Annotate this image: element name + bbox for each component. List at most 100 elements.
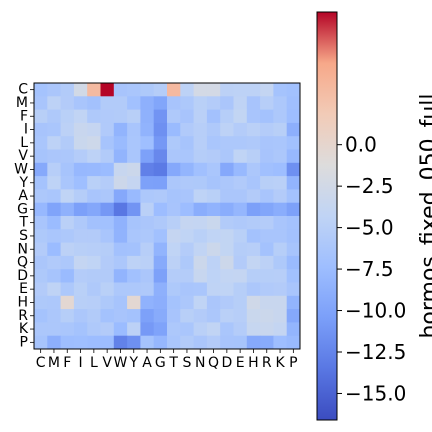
heatmap-cell-G-K	[273, 202, 288, 217]
row-label-Y: Y	[18, 175, 28, 191]
heatmap-cell-V-C	[34, 149, 48, 164]
colorbar-tick-label: −12.5	[345, 340, 406, 364]
heatmap-cell-P-N	[193, 335, 208, 350]
heatmap-cell-S-N	[193, 229, 208, 243]
heatmap-cell-C-Q	[206, 83, 221, 97]
heatmap-cell-P-A	[140, 335, 155, 350]
heatmap-cell-A-T	[167, 189, 181, 204]
col-label-I: I	[78, 355, 82, 371]
heatmap-cell-L-S	[180, 136, 194, 150]
colorbar-tick-label: −2.5	[345, 174, 394, 198]
heatmap-cell-A-H	[246, 189, 261, 204]
heatmap-cell-W-V	[100, 162, 115, 177]
heatmap-cell-D-L	[87, 269, 101, 283]
heatmap-cell-Q-N	[193, 255, 208, 270]
heatmap-cell-H-F	[60, 295, 75, 310]
heatmap-cell-G-I	[73, 202, 88, 217]
heatmap-cell-I-M	[47, 122, 61, 137]
heatmap-cell-I-W	[113, 122, 128, 137]
heatmap-cell-P-Q	[206, 335, 221, 350]
heatmap-cell-K-A	[140, 322, 155, 337]
heatmap-cell-E-R	[260, 282, 274, 297]
heatmap-cell-Y-C	[34, 176, 48, 190]
heatmap-cell-A-D	[220, 189, 234, 204]
heatmap-cell-S-Y	[127, 229, 141, 243]
heatmap-cell-R-G	[153, 309, 168, 323]
heatmap-cell-F-N	[193, 109, 208, 124]
heatmap-cell-F-I	[73, 109, 88, 124]
heatmap-cell-N-I	[73, 242, 88, 257]
heatmap-cell-R-D	[220, 309, 234, 323]
col-label-M: M	[48, 355, 60, 371]
heatmap-cell-M-M	[47, 96, 61, 110]
heatmap-cell-L-Q	[206, 136, 221, 150]
heatmap-cell-P-D	[220, 335, 234, 350]
heatmap-cell-Q-C	[34, 255, 48, 270]
heatmap-cell-E-P	[286, 282, 301, 297]
heatmap-cell-E-T	[167, 282, 181, 297]
heatmap-cell-N-D	[220, 242, 234, 257]
heatmap-cell-A-N	[193, 189, 208, 204]
col-label-E: E	[236, 355, 245, 371]
heatmap-cell-D-S	[180, 269, 194, 283]
heatmap-cell-A-C	[34, 189, 48, 204]
heatmap-cell-V-I	[73, 149, 88, 164]
row-label-Q: Q	[17, 255, 28, 271]
heatmap-cell-K-K	[273, 322, 288, 337]
heatmap-cell-C-H	[246, 83, 261, 97]
row-label-T: T	[18, 215, 28, 231]
heatmap-cell-A-V	[100, 189, 115, 204]
heatmap-cell-D-A	[140, 269, 155, 283]
heatmap-cell-Y-A	[140, 176, 155, 190]
heatmap-cell-P-E	[233, 335, 248, 350]
heatmap-cell-Y-M	[47, 176, 61, 190]
heatmap-cell-N-C	[34, 242, 48, 257]
heatmap-cell-C-D	[220, 83, 234, 97]
heatmap-cell-N-N	[193, 242, 208, 257]
heatmap-cell-F-S	[180, 109, 194, 124]
row-label-V: V	[18, 148, 28, 164]
heatmap-cell-G-M	[47, 202, 61, 217]
heatmap-cell-Y-E	[233, 176, 248, 190]
heatmap-cell-L-A	[140, 136, 155, 150]
heatmap-cell-E-Q	[206, 282, 221, 297]
col-label-H: H	[248, 355, 259, 371]
heatmap-cell-N-M	[47, 242, 61, 257]
heatmap-cell-N-R	[260, 242, 274, 257]
heatmap-cell-V-R	[260, 149, 274, 164]
heatmap-cell-H-K	[273, 295, 288, 310]
col-label-F: F	[63, 355, 71, 371]
heatmap-cell-H-P	[286, 295, 301, 310]
heatmap-cell-N-L	[87, 242, 101, 257]
heatmap-cell-T-V	[100, 216, 115, 230]
heatmap-cell-W-L	[87, 162, 101, 177]
colorbar-tick-label: 0.0	[345, 133, 377, 157]
heatmap-cell-G-D	[220, 202, 234, 217]
heatmap-cell-I-V	[100, 122, 115, 137]
heatmap-cell-R-W	[113, 309, 128, 323]
heatmap-cell-I-R	[260, 122, 274, 137]
heatmap-cell-G-C	[34, 202, 48, 217]
heatmap-cell-R-T	[167, 309, 181, 323]
heatmap-cell-V-M	[47, 149, 61, 164]
heatmap-cell-M-A	[140, 96, 155, 110]
heatmap-cell-C-P	[286, 83, 301, 97]
heatmap-cell-E-N	[193, 282, 208, 297]
heatmap-cell-E-L	[87, 282, 101, 297]
heatmap-cell-Q-L	[87, 255, 101, 270]
col-label-W: W	[114, 355, 128, 371]
heatmap-cell-N-Y	[127, 242, 141, 257]
heatmap-cell-I-Q	[206, 122, 221, 137]
heatmap-cell-S-R	[260, 229, 274, 243]
heatmap-cell-I-P	[286, 122, 301, 137]
col-label-C: C	[36, 355, 46, 371]
heatmap-cell-E-G	[153, 282, 168, 297]
heatmap-cell-A-G	[153, 189, 168, 204]
heatmap-cell-Y-F	[60, 176, 75, 190]
heatmap-cell-F-P	[286, 109, 301, 124]
heatmap-cell-R-L	[87, 309, 101, 323]
heatmap-cell-Y-Y	[127, 176, 141, 190]
heatmap-cell-N-P	[286, 242, 301, 257]
